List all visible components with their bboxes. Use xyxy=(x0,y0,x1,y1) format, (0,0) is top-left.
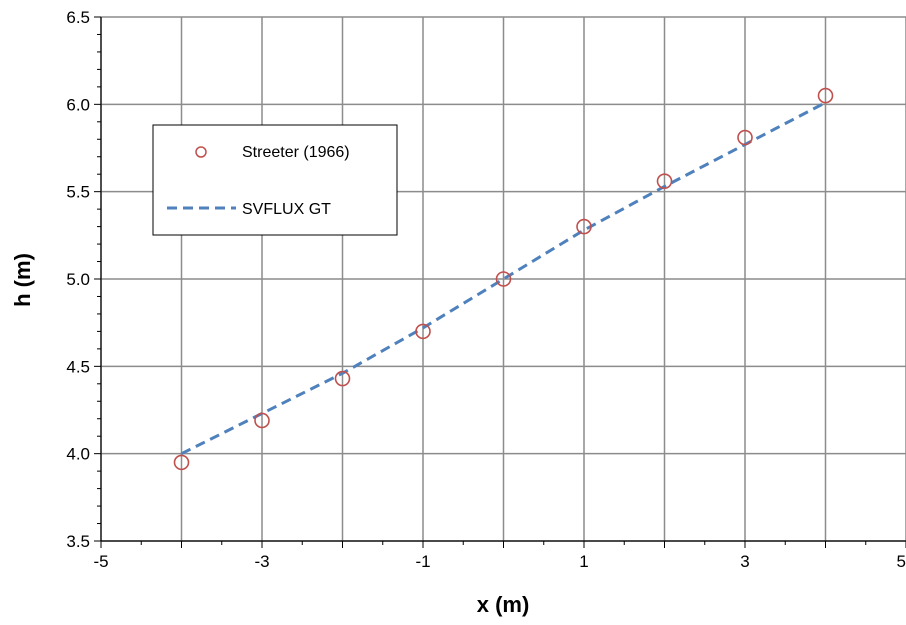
data-point-streeter xyxy=(495,271,512,287)
data-point-streeter xyxy=(415,323,431,340)
x-tick-label: 5 xyxy=(897,552,906,571)
y-tick-label: 4.5 xyxy=(66,357,90,376)
data-point-streeter xyxy=(737,129,753,146)
data-point-streeter xyxy=(817,87,834,104)
data-point-streeter xyxy=(576,218,592,235)
legend: Streeter (1966) SVFLUX GT xyxy=(152,124,398,236)
tick-labels: 3.5 4.0 4.5 5.0 5.5 6.0 6.5 -5 -3 -1 1 3 5 xyxy=(66,8,906,571)
y-tick-label: 6.0 xyxy=(66,95,90,114)
legend-marker-streeter xyxy=(195,146,207,158)
x-tick-label: 1 xyxy=(579,552,588,571)
data-point-streeter xyxy=(334,370,351,387)
series xyxy=(173,87,834,471)
y-tick-label: 5.0 xyxy=(66,270,90,289)
y-tick-label: 4.0 xyxy=(66,445,90,464)
legend-label-streeter: Streeter (1966) xyxy=(242,144,350,161)
y-axis-title: h (m) xyxy=(10,253,35,307)
x-tick-label: -5 xyxy=(93,552,108,571)
legend-box xyxy=(152,124,398,236)
data-point-streeter xyxy=(173,454,190,471)
y-tick-label: 6.5 xyxy=(66,8,90,27)
legend-label-svflux: SVFLUX GT xyxy=(242,201,331,218)
axes xyxy=(94,16,906,548)
data-point-streeter xyxy=(254,412,270,429)
x-tick-label: 3 xyxy=(740,552,749,571)
y-tick-label: 5.5 xyxy=(66,183,90,202)
grid-lines xyxy=(100,16,906,542)
series-line-svflux-gt xyxy=(180,101,827,456)
x-axis-title: x (m) xyxy=(477,592,530,617)
y-tick-label: 3.5 xyxy=(66,532,90,551)
x-tick-label: -3 xyxy=(254,552,269,571)
x-tick-label: -1 xyxy=(415,552,430,571)
data-point-streeter xyxy=(656,173,673,189)
